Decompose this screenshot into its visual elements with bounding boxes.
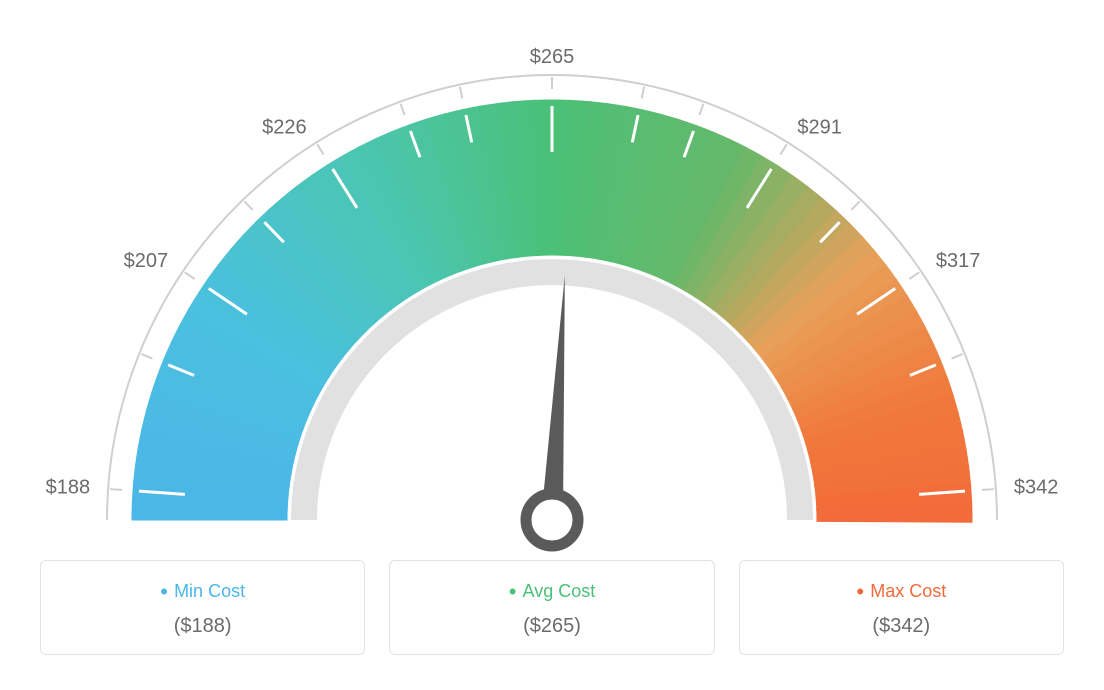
legend-row: Min Cost ($188) Avg Cost ($265) Max Cost… [0, 560, 1104, 655]
gauge-tick-label: $226 [262, 116, 307, 138]
gauge-chart: $188 $207 $226 $265 $291 $317 $342 [0, 0, 1104, 560]
legend-card-avg: Avg Cost ($265) [389, 560, 714, 655]
gauge-svg: $188 $207 $226 $265 $291 $317 $342 [0, 0, 1104, 560]
gauge-tick-label: $188 [46, 477, 91, 499]
legend-card-max: Max Cost ($342) [739, 560, 1064, 655]
gauge-tick-label: $265 [530, 46, 575, 68]
legend-value-max: ($342) [750, 615, 1053, 638]
legend-label-max: Max Cost [750, 579, 1053, 605]
gauge-tick-label: $207 [124, 250, 169, 272]
gauge-tick-label: $291 [797, 116, 842, 138]
gauge-tick-label: $317 [936, 250, 981, 272]
legend-label-min: Min Cost [51, 579, 354, 605]
legend-card-min: Min Cost ($188) [40, 560, 365, 655]
gauge-needle-hub [526, 494, 578, 546]
legend-value-min: ($188) [51, 615, 354, 638]
legend-value-avg: ($265) [400, 615, 703, 638]
gauge-needle [541, 275, 565, 520]
gauge-tick-label: $342 [1014, 477, 1058, 499]
legend-label-avg: Avg Cost [400, 579, 703, 605]
